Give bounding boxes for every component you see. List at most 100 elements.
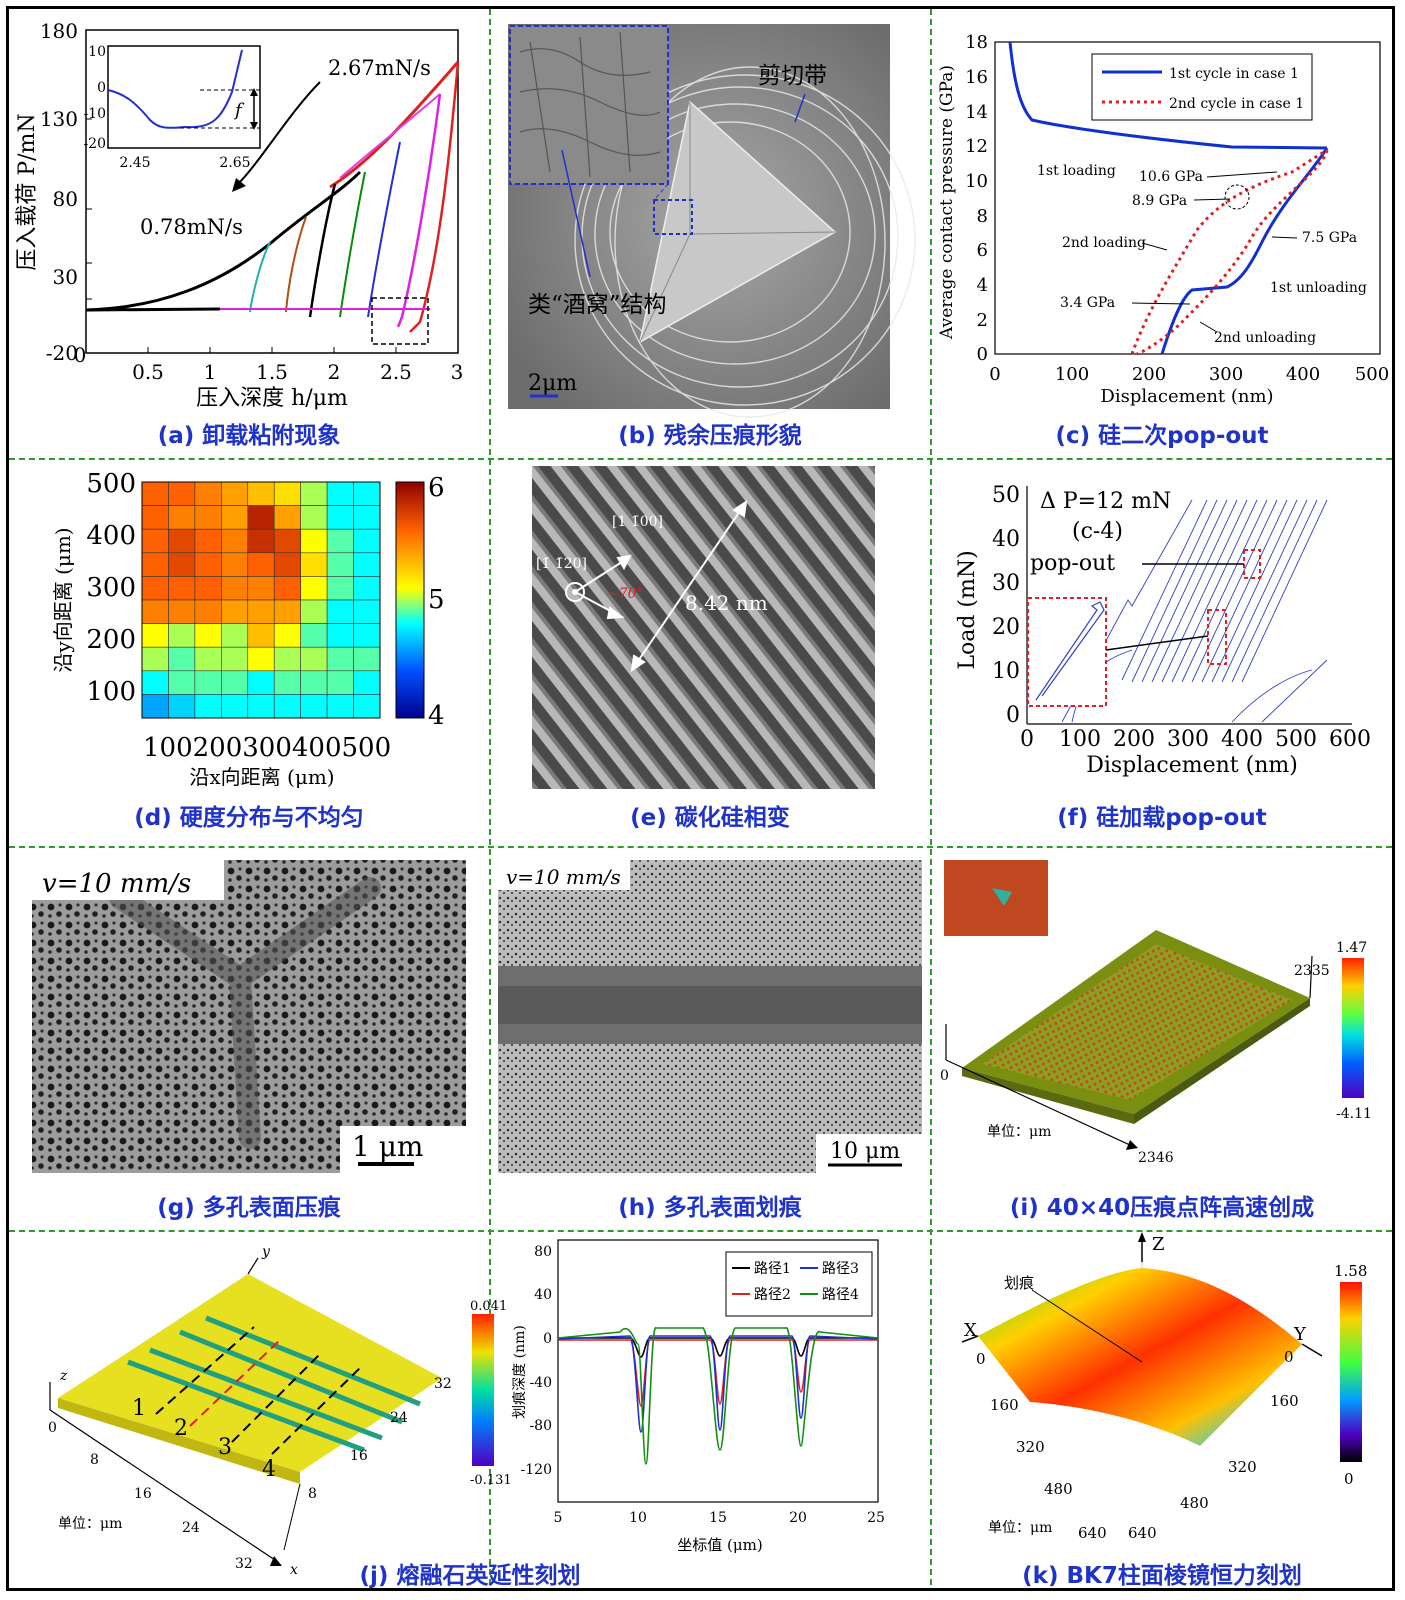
x-tick: 10 [629,1510,647,1526]
heatmap-cell [168,576,196,601]
annotation-high-rate: 2.67mN/s [328,56,431,80]
y-axis-label: Average contact pressure (GPa) [937,65,957,340]
caption-e: (e) 碳化硅相变 [630,805,790,831]
scratch-label: 划痕 [1004,1274,1034,1292]
y-tick: 16 [965,67,988,88]
caption-k: (k) BK7柱面棱镜恒力刻划 [1022,1563,1302,1589]
panel-f-loading-pop-out: Load (mN) Displacement (nm) 50 40 30 20 … [932,460,1392,844]
x-axis-label: 沿x向距离 (μm) [189,765,334,789]
left-tick: 160 [990,1396,1019,1414]
divider [9,846,1392,848]
y-tick: 20 [992,615,1020,640]
panel-j-profile-chart: 80 40 0 -40 -80 -120 5 10 15 20 25 划痕深度 … [512,1239,885,1526]
heatmap-cell [273,552,301,577]
heatmap-cell [141,528,169,554]
colorbar-min: 0 [1344,1470,1354,1488]
heatmap-cell [273,646,301,672]
track-label: 4 [262,1457,276,1482]
heatmap-cell [168,599,196,624]
panel-h-sem-image: v=10 mm/s 10 μm [498,860,922,1173]
heatmap-cell [221,670,249,695]
unit-label: 单位：μm [58,1516,122,1532]
panel-a-unloading-adhesion: 0 0.5 1 1.5 2 2.5 3 180 130 80 30 -20 压入… [10,12,488,452]
y-tick: 80 [534,1244,552,1260]
annotation-pop-out: pop-out [1030,551,1115,576]
left-tick: 0 [976,1350,986,1368]
x-tick: 1 [204,360,217,384]
right-tick: 480 [1180,1494,1209,1512]
legend-label: 1st cycle in case 1 [1169,66,1299,82]
colorbar-min: -4.11 [1336,1106,1372,1122]
x-tick: 1.5 [256,360,288,384]
colorbar-tick: 6 [428,473,445,503]
heatmap-cell [247,623,275,648]
heatmap-cell [300,694,328,719]
heatmap-cell [168,670,196,695]
heatmap-cell [353,505,381,530]
y-tick: 50 [992,483,1020,508]
speed-label: v=10 mm/s [506,865,621,889]
x-tick: 0 [74,343,87,367]
heatmap-cell [141,505,169,530]
caption-a: (a) 卸载粘附现象 [157,423,341,449]
y-tick: -20 [46,341,78,365]
left-tick: 640 [1078,1524,1107,1542]
heatmap-cell [326,552,354,577]
heatmap-cell [194,576,222,601]
heatmap-cell [141,694,169,719]
x-tick: 2.5 [380,360,412,384]
panel-k-bk7-prism: Z X Y 划痕 0 160 320 480 640 0 160 320 480… [932,1232,1392,1590]
axis-value-2335: 2335 [1294,963,1330,979]
axis-x: X [964,1320,977,1341]
angle-label: ~70° [607,586,644,602]
heatmap-cell [326,505,354,530]
y-tick: 32 [434,1376,452,1392]
x-tick: 500 [1355,364,1389,385]
right-tick: 160 [1270,1392,1299,1410]
y-tick: 130 [40,107,78,131]
heatmap-cell [353,646,381,672]
x-tick: 400 [1221,727,1263,752]
heatmap-cell [194,694,222,719]
panel-f-chart: Load (mN) Displacement (nm) 50 40 30 20 … [955,483,1371,778]
heatmap-cell [221,505,249,530]
y-tick: 500 [86,469,136,499]
caption-g: (g) 多孔表面压痕 [157,1195,341,1221]
unit-label: 单位：μm [987,1124,1051,1140]
right-tick: 320 [1228,1458,1257,1476]
heatmap-cell [194,552,222,577]
y-tick: -120 [521,1462,552,1478]
heatmap-cell [353,481,381,506]
heatmap-cell [168,528,196,554]
heatmap-cell [326,670,354,695]
right-tick: 640 [1128,1524,1157,1542]
heatmap-cell [221,576,249,601]
x-tick: 0.5 [132,360,164,384]
x-tick: 0 [989,364,1000,385]
heatmap-cell [247,505,275,530]
annotation: 8.9 GPa [1132,193,1187,209]
heatmap-cell [353,552,381,577]
axis-value-2346: 2346 [1138,1150,1174,1166]
heatmap-cell [326,646,354,672]
heatmap-cell [221,599,249,624]
heatmap-cell [194,623,222,648]
x-tick: 32 [235,1556,253,1572]
panel-b-sem-image: 剪切带 类“酒窝”结构 2μm [508,24,916,418]
x-tick: 25 [867,1510,885,1526]
spacing-label: 8.42 nm [685,591,768,615]
figure-frame [6,6,1395,1591]
y-tick: 40 [992,527,1020,552]
annotation-case: (c-4) [1072,519,1123,544]
heatmap-cell [141,599,169,624]
heatmap-cell [300,670,328,695]
colorbar-max: 0.041 [470,1299,507,1314]
x-tick: 0 [1020,727,1034,752]
panel-j-3d-surface: 1 2 3 4 0 z y x 8 16 24 32 32 24 16 8 单位… [48,1244,512,1578]
heatmap-cell [194,505,222,530]
divider [9,458,1392,460]
x-ticks: 100200300400500 [143,733,391,763]
y-tick: 16 [350,1448,368,1464]
colorbar-max: 1.58 [1334,1262,1367,1280]
x-axis-label: Displacement (nm) [1100,386,1273,407]
